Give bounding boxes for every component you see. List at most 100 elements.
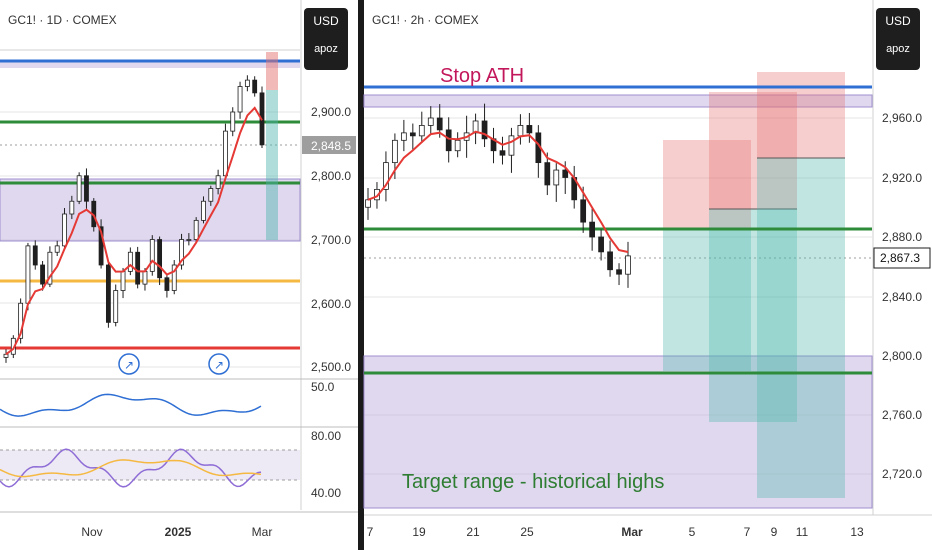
- left-current-price-label: 2,848.5: [311, 139, 351, 153]
- candle-body: [179, 239, 184, 266]
- candle-body: [54, 245, 60, 253]
- candle-body: [553, 169, 560, 186]
- candle-body: [193, 219, 199, 240]
- candle-body: [69, 200, 75, 215]
- left-indicator-pane-2[interactable]: 80.00 40.00: [0, 429, 360, 513]
- candle-body: [237, 86, 243, 113]
- left-price-tick: 2,800.0: [311, 169, 351, 183]
- candle-body: [400, 132, 407, 141]
- left-scale-mode-label: apoz: [314, 43, 338, 55]
- candle-body: [445, 129, 452, 152]
- right-ema-line: [367, 130, 629, 253]
- candle-body: [598, 236, 604, 253]
- event-arrow-icon: ↗: [124, 358, 134, 372]
- candle-body: [562, 169, 569, 178]
- left-time-tick: Mar: [252, 525, 273, 539]
- left-event-marker-1[interactable]: ↗: [118, 353, 140, 375]
- candle-body: [383, 162, 389, 190]
- indicator-1-line: [0, 393, 262, 417]
- left-panel-title: GC1! · 1D · COMEX: [8, 13, 117, 27]
- right-currency-label: USD: [885, 14, 911, 28]
- candle-body: [508, 135, 515, 156]
- position-box-3[interactable]: [757, 72, 845, 498]
- right-price-tick: 2,800.0: [882, 349, 922, 363]
- position-box-2[interactable]: [709, 92, 797, 422]
- right-time-tick: 5: [689, 525, 696, 539]
- candle-body: [454, 139, 461, 152]
- candle-body: [113, 290, 119, 323]
- right-time-tick: 11: [796, 525, 809, 539]
- candle-body: [135, 251, 141, 285]
- right-currency-badge[interactable]: [876, 8, 920, 70]
- candle-body: [98, 226, 104, 266]
- candle-body: [208, 188, 214, 202]
- right-time-tick: 7: [367, 525, 374, 539]
- candle-body: [517, 125, 524, 137]
- candle-body: [526, 125, 533, 134]
- right-current-price-badge: [873, 247, 931, 269]
- candle-body: [3, 353, 9, 358]
- candle-body: [409, 132, 416, 137]
- candle-body: [105, 264, 111, 323]
- candle-body: [616, 269, 622, 275]
- right-candles: [365, 103, 631, 288]
- candle-body: [472, 120, 479, 134]
- left-price-tick: 2,700.0: [311, 233, 351, 247]
- target-range-annotation[interactable]: Target range - historical highs: [402, 471, 664, 493]
- left-event-marker-2[interactable]: ↗: [208, 353, 230, 375]
- right-price-tick: 2,920.0: [882, 171, 922, 185]
- left-indicator-pane-1[interactable]: 50.0: [0, 378, 360, 428]
- right-price-tick: 2,880.0: [882, 230, 922, 244]
- right-target-zone: [363, 355, 873, 509]
- panel-divider[interactable]: [358, 0, 364, 550]
- candle-body: [171, 264, 177, 291]
- candle-body: [164, 277, 170, 291]
- indicator-2-signal-line: [0, 459, 262, 478]
- candle-body: [201, 200, 206, 221]
- left-price-axis[interactable]: USD apoz 2,900.0 2,848.5 2,800.0 2,700.0…: [300, 0, 357, 510]
- left-current-price-badge: [302, 136, 356, 154]
- candle-body: [625, 255, 631, 275]
- left-panel[interactable]: ↗ ↗ GC1! · 1D · COMEX USD apoz 2,900.0 2…: [0, 0, 360, 539]
- right-time-tick: 9: [771, 525, 778, 539]
- candle-body: [149, 239, 155, 272]
- candle-body: [252, 79, 258, 94]
- candle-body: [607, 251, 613, 271]
- left-currency-badge[interactable]: [304, 8, 348, 70]
- candle-body: [127, 251, 133, 272]
- right-time-tick: 13: [850, 525, 864, 539]
- candle-body: [47, 251, 53, 285]
- indicator-2-tick: 80.00: [311, 429, 341, 443]
- candle-body: [142, 270, 148, 285]
- right-panel-title: GC1! · 2h · COMEX: [372, 13, 479, 27]
- candle-body: [427, 117, 434, 126]
- candle-body: [18, 302, 24, 339]
- candle-body: [481, 120, 488, 140]
- left-ema-line: [5, 106, 263, 356]
- candle-body: [244, 79, 250, 87]
- right-time-axis[interactable]: 7 19 21 25 Mar 5 7 9 11 13: [364, 514, 932, 539]
- candle-body: [76, 175, 82, 202]
- right-time-tick: Mar: [621, 525, 643, 539]
- stop-ath-annotation[interactable]: Stop ATH: [440, 65, 524, 87]
- candle-body: [84, 175, 89, 202]
- right-panel[interactable]: Stop ATH Target range - historical highs…: [363, 0, 932, 539]
- candle-body: [418, 125, 425, 137]
- candle-body: [589, 221, 596, 238]
- candle-body: [392, 139, 398, 164]
- left-time-axis[interactable]: Nov 2025 Mar: [81, 525, 272, 539]
- indicator-2-tick: 40.00: [311, 486, 341, 500]
- event-arrow-icon: ↗: [214, 358, 224, 372]
- right-price-axis[interactable]: USD apoz 2,960.0 2,920.0 2,880.0 2,867.3…: [872, 0, 931, 515]
- left-position-target-box: [266, 90, 278, 240]
- candle-body: [215, 175, 221, 189]
- right-time-tick: 21: [466, 525, 480, 539]
- indicator-2-rsi-line: [0, 448, 262, 488]
- candle-body: [40, 264, 45, 285]
- left-position-stop-box: [266, 52, 278, 90]
- right-current-price-label: 2,867.3: [880, 251, 920, 265]
- position-box-1[interactable]: [663, 140, 751, 371]
- candle-body: [365, 199, 371, 208]
